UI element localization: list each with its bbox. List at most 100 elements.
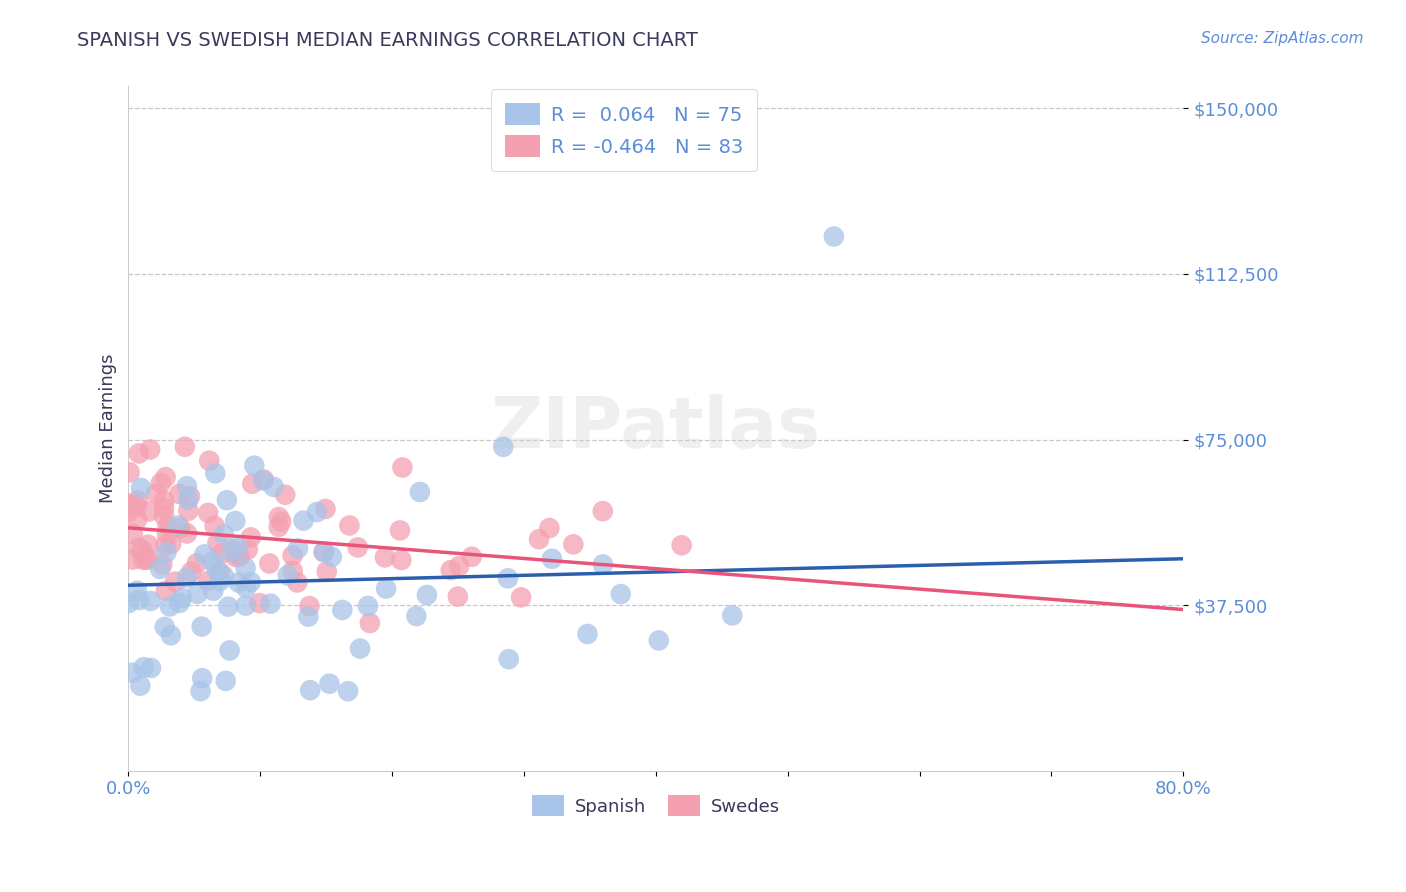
Point: [235, 561, 257, 575]
Point: [281, 564, 304, 578]
Point: [416, 588, 439, 602]
Point: [357, 599, 380, 613]
Point: [153, 493, 176, 508]
Point: [160, 537, 183, 551]
Legend: Spanish, Swedes: Spanish, Swedes: [524, 788, 787, 823]
Point: [312, 544, 335, 558]
Point: [225, 549, 247, 564]
Point: [236, 542, 259, 557]
Point: [337, 684, 360, 698]
Point: [204, 519, 226, 533]
Point: [212, 568, 235, 582]
Point: [190, 684, 212, 698]
Point: [228, 575, 250, 590]
Point: [389, 553, 412, 567]
Point: [215, 493, 238, 508]
Point: [201, 554, 224, 568]
Point: [156, 518, 179, 533]
Point: [135, 553, 157, 567]
Point: [176, 526, 198, 541]
Point: [253, 473, 276, 487]
Point: [270, 515, 292, 529]
Text: ZIPatlas: ZIPatlas: [491, 394, 821, 463]
Point: [176, 479, 198, 493]
Point: [305, 505, 328, 519]
Point: [388, 524, 411, 538]
Point: [239, 531, 262, 545]
Point: [405, 609, 427, 624]
Point: [592, 558, 614, 572]
Point: [222, 542, 245, 557]
Point: [125, 499, 148, 513]
Point: [226, 541, 249, 555]
Point: [219, 545, 242, 559]
Point: [122, 552, 145, 566]
Point: [198, 453, 221, 467]
Point: [176, 570, 198, 584]
Point: [215, 673, 238, 688]
Point: [172, 591, 194, 605]
Point: [167, 487, 190, 501]
Point: [153, 501, 176, 516]
Point: [541, 552, 564, 566]
Point: [118, 596, 141, 610]
Point: [267, 520, 290, 534]
Point: [155, 583, 177, 598]
Point: [165, 574, 187, 589]
Point: [132, 660, 155, 674]
Point: [208, 574, 231, 588]
Point: [287, 541, 309, 556]
Point: [339, 518, 361, 533]
Point: [145, 486, 167, 500]
Point: [496, 571, 519, 585]
Point: [128, 593, 150, 607]
Point: [127, 512, 149, 526]
Point: [297, 609, 319, 624]
Point: [132, 553, 155, 567]
Point: [359, 615, 381, 630]
Point: [538, 521, 561, 535]
Point: [173, 440, 195, 454]
Point: [374, 550, 396, 565]
Point: [298, 599, 321, 613]
Point: [391, 460, 413, 475]
Point: [527, 533, 550, 547]
Point: [259, 557, 281, 571]
Point: [129, 481, 152, 495]
Point: [169, 596, 191, 610]
Point: [208, 565, 231, 579]
Point: [179, 489, 201, 503]
Point: [136, 551, 159, 566]
Point: [315, 565, 337, 579]
Point: [224, 514, 246, 528]
Y-axis label: Median Earnings: Median Earnings: [100, 354, 117, 503]
Point: [239, 575, 262, 590]
Point: [117, 505, 139, 519]
Text: Source: ZipAtlas.com: Source: ZipAtlas.com: [1201, 31, 1364, 46]
Point: [212, 527, 235, 541]
Point: [492, 440, 515, 454]
Point: [136, 538, 159, 552]
Point: [375, 582, 398, 596]
Point: [562, 537, 585, 551]
Point: [235, 581, 257, 595]
Point: [190, 620, 212, 634]
Point: [169, 521, 191, 535]
Point: [205, 562, 228, 576]
Point: [127, 541, 149, 555]
Point: [121, 527, 143, 541]
Point: [259, 597, 281, 611]
Point: [139, 442, 162, 457]
Point: [127, 493, 149, 508]
Point: [285, 575, 308, 590]
Point: [155, 470, 177, 484]
Point: [211, 546, 233, 560]
Point: [149, 562, 172, 576]
Point: [498, 652, 520, 666]
Point: [128, 446, 150, 460]
Point: [648, 633, 671, 648]
Point: [409, 485, 432, 500]
Point: [349, 641, 371, 656]
Point: [321, 549, 343, 564]
Point: [510, 591, 533, 605]
